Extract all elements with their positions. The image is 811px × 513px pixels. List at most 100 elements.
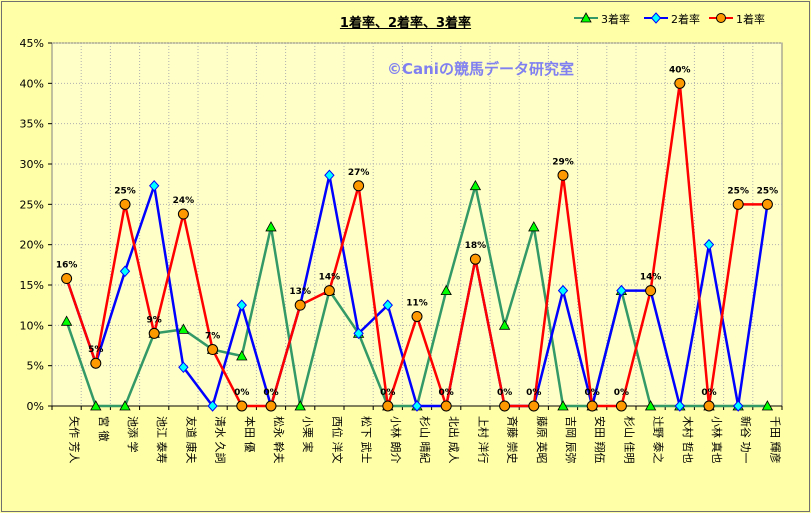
point-1st [732,198,744,210]
x-tick-label: 吉岡 辰弥 [564,416,578,464]
point-2nd [703,238,715,251]
point-1st [294,299,306,311]
y-tick-label: 30% [20,158,44,171]
x-tick-label: 宮 徹 [97,416,111,442]
data-label: 0% [380,388,395,398]
y-tick-label: 20% [20,239,44,252]
point-2nd [149,180,160,192]
y-tick-label: 40% [20,77,44,90]
point-2nd [119,265,131,278]
point-3rd [294,400,306,411]
point-1st [382,400,394,412]
point-2nd [207,400,218,412]
y-tick-label: 25% [20,198,44,211]
point-3rd [469,179,482,191]
x-tick-label: 池添 学 [126,416,140,453]
point-2nd [616,284,627,297]
data-label: 5% [88,345,103,355]
point-2nd [353,327,364,340]
y-tick-label: 35% [20,118,44,131]
legend-label: 3着率 [601,13,630,26]
y-tick-label: 15% [20,279,44,292]
point-1st [469,253,481,265]
point-1st [148,327,160,339]
point-2nd [324,169,335,182]
data-label: 25% [114,186,136,196]
point-2nd [236,299,247,311]
x-tick-label: 杉山 晴紀 [418,416,432,464]
point-1st [207,344,219,356]
x-tick-label: 小林 真也 [710,416,724,464]
point-1st [411,310,423,322]
point-1st [236,400,248,412]
point-3rd [60,315,73,326]
legend-label: 2着率 [671,13,700,26]
data-label: 14% [319,273,341,283]
y-tick-label: 10% [20,319,44,332]
x-tick-label: 小栗 実 [301,416,315,453]
point-2nd [382,299,393,311]
x-tick-label: 池江 泰寿 [155,416,169,464]
data-label: 0% [701,388,716,398]
legend-marker [709,13,733,23]
point-2nd [411,400,423,412]
data-label: 16% [56,261,78,271]
point-1st [61,273,73,285]
data-label: 0% [263,388,278,398]
x-tick-label: 矢作 芳人 [68,416,82,464]
point-1st [703,400,715,412]
x-tick-label: 西位 洋文 [330,416,344,464]
y-tick-label: 45% [20,37,44,50]
point-1st [119,198,131,210]
x-tick-label: 辻野 泰之 [652,416,666,464]
x-tick-label: 斉藤 崇史 [506,416,520,464]
point-3rd [761,400,774,411]
point-3rd [644,400,657,411]
x-tick-label: 友道 康夫 [184,416,198,464]
point-1st [440,400,452,412]
x-tick-label: 安田 翔伍 [593,416,607,464]
x-tick-label: 新谷 功一 [739,416,753,464]
data-label: 40% [669,65,691,75]
point-1st [761,198,773,210]
legend-marker [574,12,598,23]
data-label: 18% [465,241,487,251]
point-2nd [178,361,189,374]
legend-marker [644,12,668,24]
x-tick-label: 千田 輝彦 [768,416,782,464]
point-3rd [557,400,569,411]
point-1st [528,400,540,412]
point-2nd [674,400,685,412]
x-tick-label: 杉山 佳明 [622,416,636,464]
data-label: 9% [147,315,162,325]
x-tick-label: 北出 成人 [447,416,461,464]
y-tick-label: 0% [27,400,44,413]
x-tick-label: 松永 幹夫 [272,416,286,464]
x-tick-label: 藤原 英昭 [535,416,549,464]
point-1st [90,357,102,369]
point-3rd [498,319,511,330]
data-label: 27% [348,168,370,178]
point-3rd [119,400,131,411]
point-3rd [90,400,102,411]
point-1st [353,180,365,192]
point-1st [499,400,511,412]
point-1st [177,208,189,220]
point-1st [645,285,657,297]
data-label: 29% [552,157,574,167]
point-1st [265,400,277,412]
point-1st [557,169,569,181]
point-1st [615,400,627,412]
point-3rd [177,323,190,334]
data-label: 7% [205,332,220,342]
point-3rd [440,284,452,296]
data-label: 25% [757,186,779,196]
chart-title: 1着率、2着率、3着率 [339,16,472,31]
point-1st [586,400,598,412]
point-1st [323,285,335,297]
legend-label: 1着率 [736,13,765,26]
data-label: 13% [289,287,311,297]
watermark: ©Caniの競馬データ研究室 [387,60,574,78]
data-label: 0% [497,388,512,398]
